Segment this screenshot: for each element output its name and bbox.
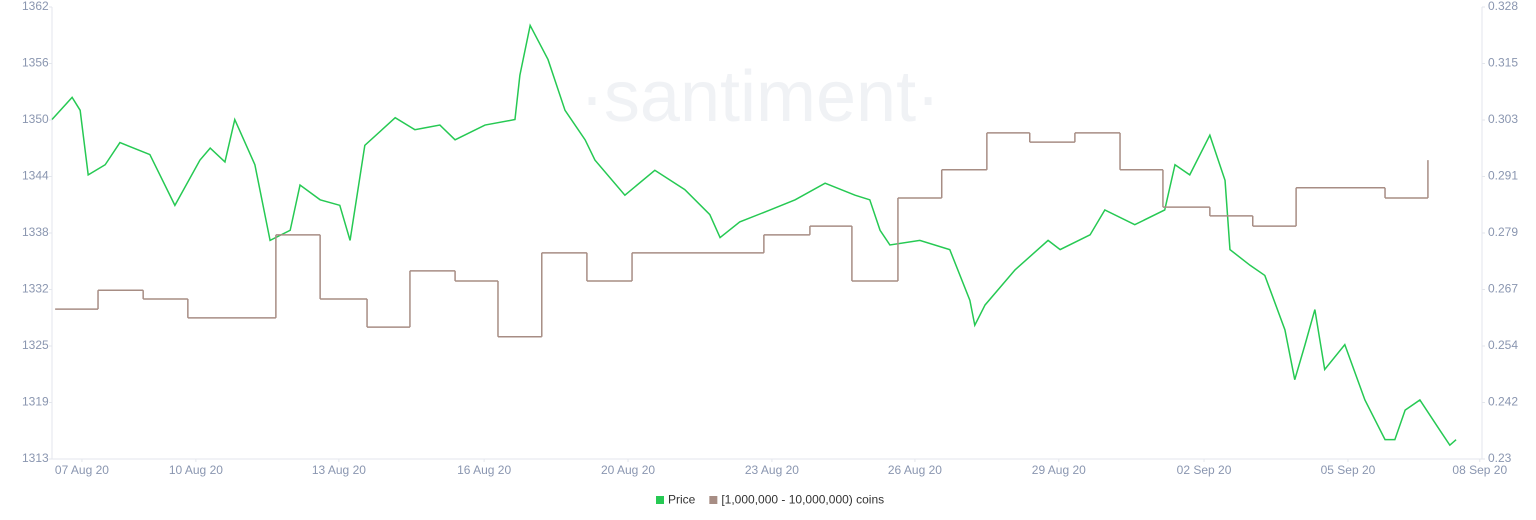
x-tick-label: 08 Sep 20 (1452, 463, 1507, 477)
y2-tick-label: 0.303 (1488, 112, 1518, 126)
x-tick-label: 23 Aug 20 (745, 463, 799, 477)
watermark: ·santiment· (580, 57, 940, 137)
legend-label: [1,000,000 - 10,000,000) coins (721, 493, 884, 507)
x-tick-label: 16 Aug 20 (457, 463, 511, 477)
x-tick-label: 13 Aug 20 (312, 463, 366, 477)
y-tick-label: 1313 (22, 451, 49, 465)
y-tick-label: 1325 (22, 338, 49, 352)
y2-tick-label: 0.328 (1488, 0, 1518, 13)
x-tick-label: 10 Aug 20 (169, 463, 223, 477)
legend-swatch (709, 496, 718, 504)
x-tick-label: 20 Aug 20 (601, 463, 655, 477)
y-tick-label: 1344 (22, 169, 49, 183)
y-tick-label: 1362 (22, 0, 49, 13)
legend: Price [1,000,000 - 10,000,000) coins (656, 493, 884, 507)
x-tick-label: 05 Sep 20 (1321, 463, 1376, 477)
x-tick-label: 02 Sep 20 (1177, 463, 1232, 477)
y2-tick-label: 0.315 (1488, 56, 1518, 70)
y-tick-label: 1319 (22, 395, 49, 409)
y-tick-label: 1332 (22, 282, 49, 296)
y2-tick-label: 0.242 (1488, 395, 1518, 409)
y-tick-label: 1350 (22, 112, 49, 126)
y2-tick-label: 0.254 (1488, 338, 1518, 352)
price-line (51, 23, 1457, 447)
y2-tick-label: 0.291 (1488, 169, 1518, 183)
y-tick-label: 1356 (22, 56, 49, 70)
y2-tick-label: 0.279 (1488, 225, 1518, 239)
x-tick-label: 26 Aug 20 (888, 463, 942, 477)
y-tick-label: 1338 (22, 225, 49, 239)
y2-tick-label: 0.23 (1488, 451, 1512, 465)
x-tick-label: 07 Aug 20 (55, 463, 109, 477)
legend-swatch (656, 496, 664, 504)
y2-tick-label: 0.267 (1488, 282, 1518, 296)
x-tick-label: 29 Aug 20 (1032, 463, 1086, 477)
legend-label: Price (668, 493, 696, 507)
